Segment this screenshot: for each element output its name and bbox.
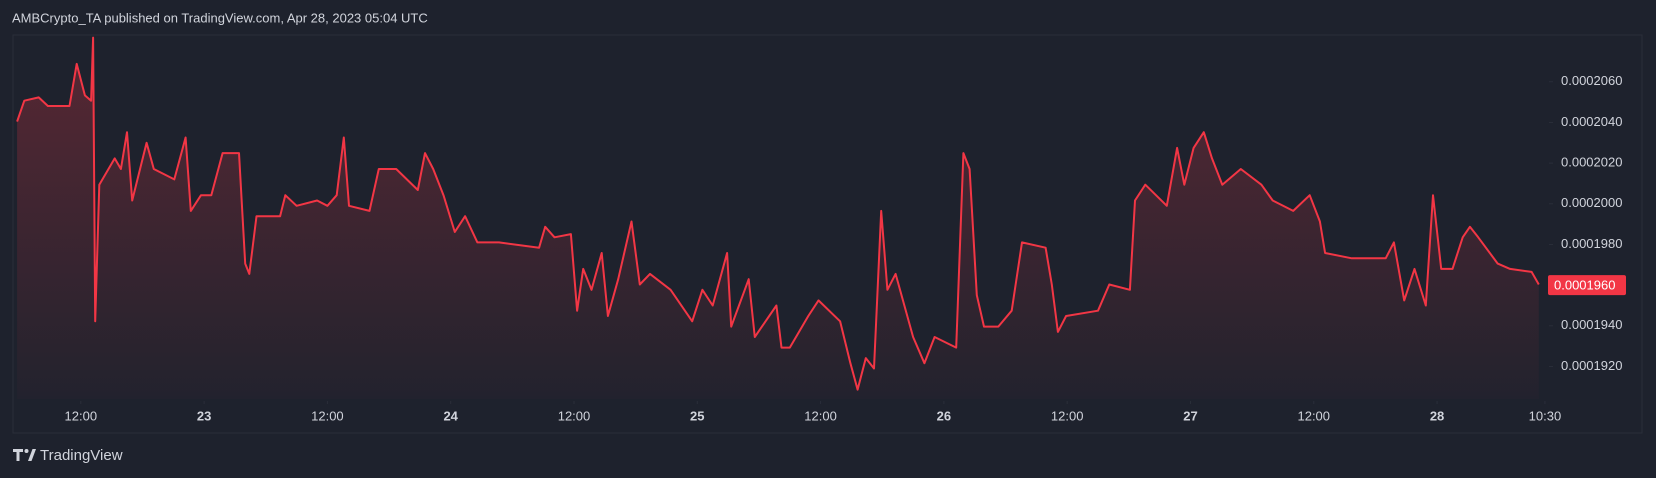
chart-frame (12, 34, 1643, 434)
x-tick-label: 26 (937, 408, 951, 423)
y-tick-label: 0.0002000 (1561, 195, 1622, 210)
area-fill (17, 37, 1539, 399)
y-tick-label: 0.0001980 (1561, 236, 1622, 251)
x-tick-label: 25 (690, 408, 704, 423)
x-tick-label: 27 (1183, 408, 1197, 423)
x-tick-label: 28 (1430, 408, 1444, 423)
header: AMBCrypto_TA published on TradingView.co… (12, 10, 428, 25)
x-tick-label: 12:00 (311, 408, 344, 423)
x-tick-label: 12:00 (804, 408, 837, 423)
x-tick-label: 12:00 (1051, 408, 1084, 423)
last-price-badge (1548, 275, 1626, 296)
last-price-label: 0.0001960 (1554, 278, 1615, 293)
x-tick-label: 23 (197, 408, 211, 423)
tradingview-logo (13, 449, 36, 461)
y-tick-label: 0.0001940 (1561, 317, 1622, 332)
price-line (16, 36, 1540, 391)
x-tick-label: 12:00 (65, 408, 98, 423)
x-tick-label: 10:30 (1529, 408, 1562, 423)
x-tick-label: 24 (443, 408, 458, 423)
footer-brand: TradingView (40, 447, 123, 464)
y-tick-label: 0.0002040 (1561, 114, 1622, 129)
x-tick-label: 12:00 (558, 408, 591, 423)
y-tick-label: 0.0001920 (1561, 358, 1622, 373)
y-tick-label: 0.0002020 (1561, 155, 1622, 170)
y-tick-label: 0.0002060 (1561, 73, 1622, 88)
x-tick-label: 12:00 (1297, 408, 1330, 423)
